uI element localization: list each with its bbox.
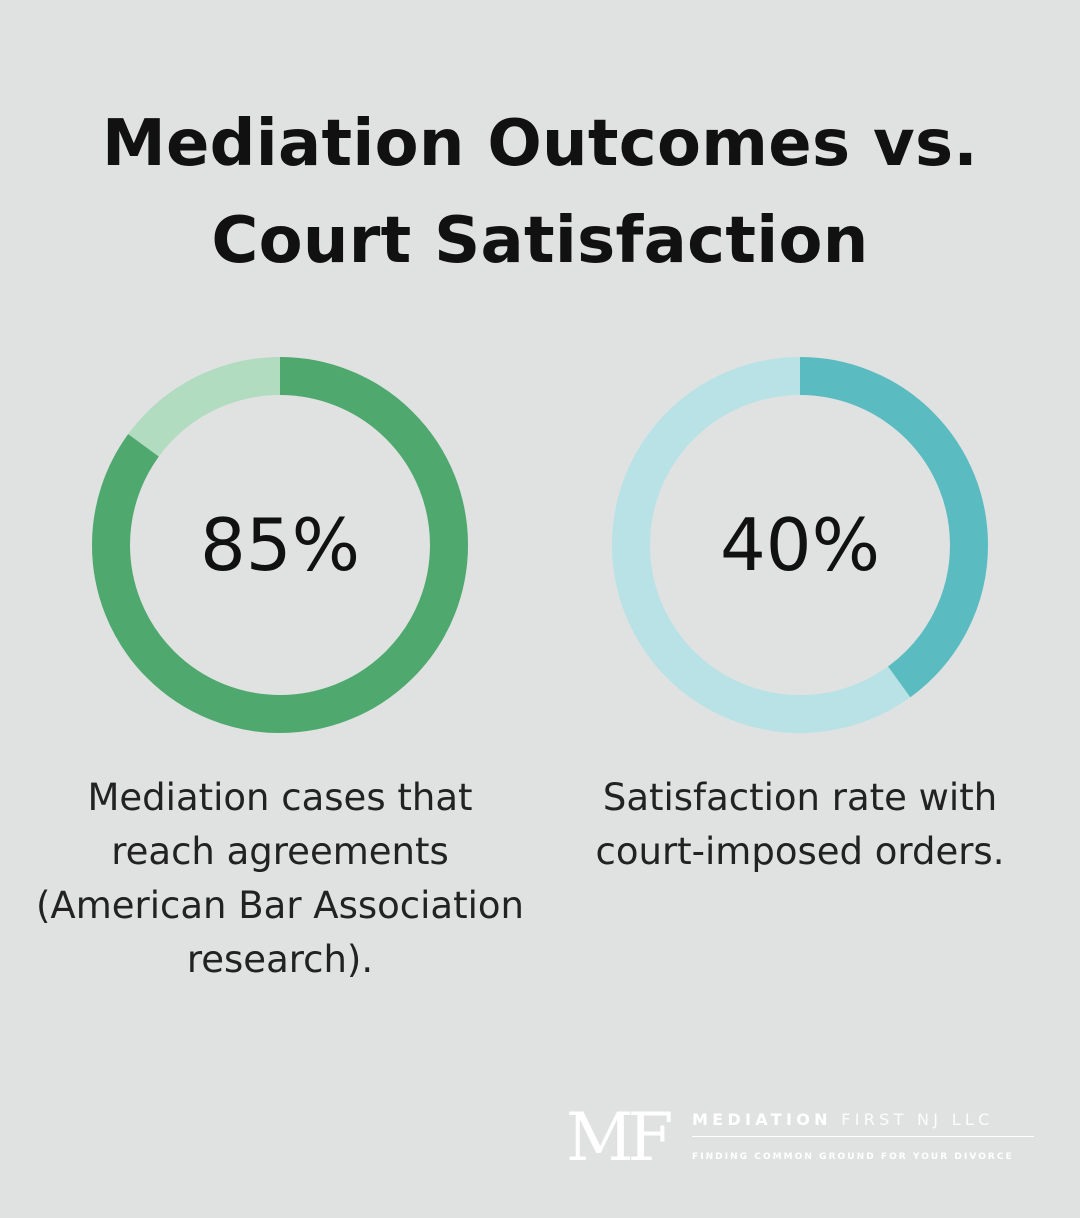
caption-court-line-2: court-imposed orders. <box>595 830 1005 873</box>
logo-name-light: FIRST NJ LLC <box>841 1110 994 1129</box>
donut-chart-court: 40% <box>612 357 988 733</box>
logo-divider <box>692 1136 1034 1137</box>
stat-mediation-agreements: 85% <box>90 355 470 735</box>
title-line-1: Mediation Outcomes vs. <box>101 107 979 181</box>
caption-court-line-1: Satisfaction rate with <box>602 776 998 819</box>
chart-title: Mediation Outcomes vs. Court Satisfactio… <box>0 96 1080 290</box>
logo-company-name: MEDIATION FIRST NJ LLC <box>692 1110 994 1129</box>
caption-court: Satisfaction rate with court-imposed ord… <box>540 771 1060 879</box>
donut-value-court: 40% <box>720 503 880 587</box>
logo-monogram: MF <box>566 1099 673 1176</box>
donut-arc-mediation <box>92 357 468 733</box>
title-line-2: Court Satisfaction <box>211 204 869 278</box>
donut-chart-mediation: 85% <box>92 357 468 733</box>
caption-mediation-line-1: Mediation cases that <box>87 776 473 819</box>
caption-mediation-line-4: research). <box>186 938 374 981</box>
caption-mediation: Mediation cases that reach agreements (A… <box>20 771 540 987</box>
caption-mediation-line-2: reach agreements <box>111 830 449 873</box>
donut-arc-court <box>612 357 988 733</box>
company-logo: MF MEDIATION FIRST NJ LLC FINDING COMMON… <box>566 1104 1036 1172</box>
logo-name-bold: MEDIATION <box>692 1110 832 1129</box>
logo-tagline: FINDING COMMON GROUND FOR YOUR DIVORCE <box>692 1152 1014 1162</box>
caption-mediation-line-3: (American Bar Association <box>36 884 524 927</box>
stat-court-satisfaction: 40% <box>610 355 990 735</box>
donut-value-mediation: 85% <box>200 503 360 587</box>
